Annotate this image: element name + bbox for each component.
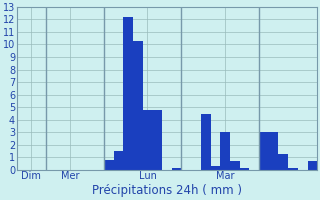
Bar <box>230 161 240 170</box>
Bar <box>123 17 133 170</box>
Bar <box>220 132 230 170</box>
Bar <box>240 168 249 170</box>
Bar <box>278 154 288 170</box>
Bar <box>288 168 298 170</box>
Bar <box>104 160 114 170</box>
Bar <box>201 114 211 170</box>
Bar <box>211 166 220 170</box>
Bar <box>259 132 269 170</box>
Bar <box>133 41 143 170</box>
Bar <box>172 168 181 170</box>
Bar <box>114 151 123 170</box>
Bar <box>152 110 162 170</box>
Bar <box>143 110 152 170</box>
X-axis label: Précipitations 24h ( mm ): Précipitations 24h ( mm ) <box>92 184 242 197</box>
Bar <box>269 132 278 170</box>
Bar <box>308 161 317 170</box>
